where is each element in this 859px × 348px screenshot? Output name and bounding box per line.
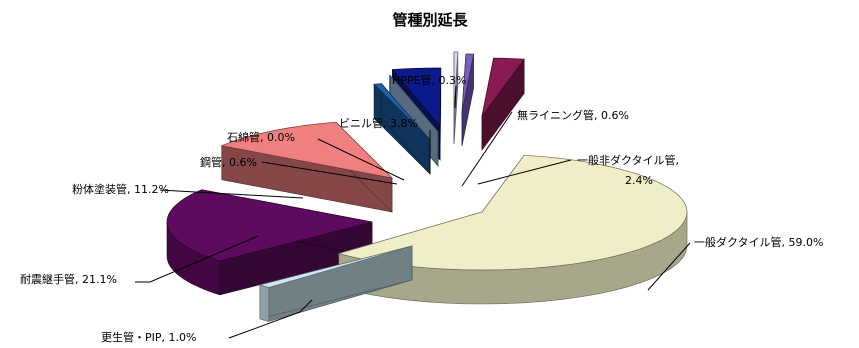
label-powder: 粉体塗装管, 11.2% xyxy=(72,182,169,196)
label-seismic: 耐震継手管, 21.1% xyxy=(20,272,117,286)
label-no-lining: 無ライニング管, 0.6% xyxy=(517,108,629,122)
slice-top-4 xyxy=(258,245,413,288)
slice-top-2 xyxy=(481,57,525,117)
pie-slice-5 xyxy=(166,189,373,296)
slice-top-6 xyxy=(220,121,394,179)
label-non-ductile-2: 2.4% xyxy=(625,174,653,187)
pie-slice-1 xyxy=(461,53,475,147)
pie-slice-4 xyxy=(258,245,413,322)
label-hppe: HPPE管, 0.3% xyxy=(392,73,466,87)
slice-wall-4-0 xyxy=(259,284,270,322)
leader-line-0 xyxy=(454,85,457,109)
leader-line-4 xyxy=(228,299,313,339)
slice-top-9 xyxy=(391,67,442,127)
slice-top-7 xyxy=(373,83,431,141)
label-vinyl: ビニル管, 3.8% xyxy=(339,116,418,130)
leader-line-8 xyxy=(317,138,405,181)
pie-slice-2 xyxy=(481,57,525,151)
leader-line-2 xyxy=(477,159,572,185)
slices-group xyxy=(166,51,688,322)
pie-slice-6 xyxy=(220,121,394,213)
slice-top-0 xyxy=(453,51,459,111)
slice-top-5 xyxy=(166,189,373,262)
slice-labels: HPPE管, 0.3% 無ライニング管, 0.6% 一般非ダクタイル管, 2.4… xyxy=(20,73,824,344)
leader-line-3 xyxy=(647,242,691,291)
label-pip: 更生管・PIP, 1.0% xyxy=(101,330,196,344)
pie-slice-7 xyxy=(373,82,431,175)
leader-line-7 xyxy=(261,161,398,185)
leader-line-5 xyxy=(135,235,259,283)
leader-lines xyxy=(135,85,691,339)
label-asbestos: 石綿管, 0.0% xyxy=(227,130,295,144)
slice-top-3 xyxy=(337,154,688,271)
chart-title: 管種別延長 xyxy=(392,11,468,29)
label-steel: 鋼管, 0.6% xyxy=(200,155,257,169)
slice-top-1 xyxy=(461,53,475,113)
slice-top-8 xyxy=(388,75,439,133)
label-ductile: 一般ダクタイル管, 59.0% xyxy=(694,235,824,249)
label-non-ductile-1: 一般非ダクタイル管, xyxy=(577,153,679,167)
leader-line-6 xyxy=(159,189,304,199)
leader-line-1 xyxy=(461,111,513,187)
